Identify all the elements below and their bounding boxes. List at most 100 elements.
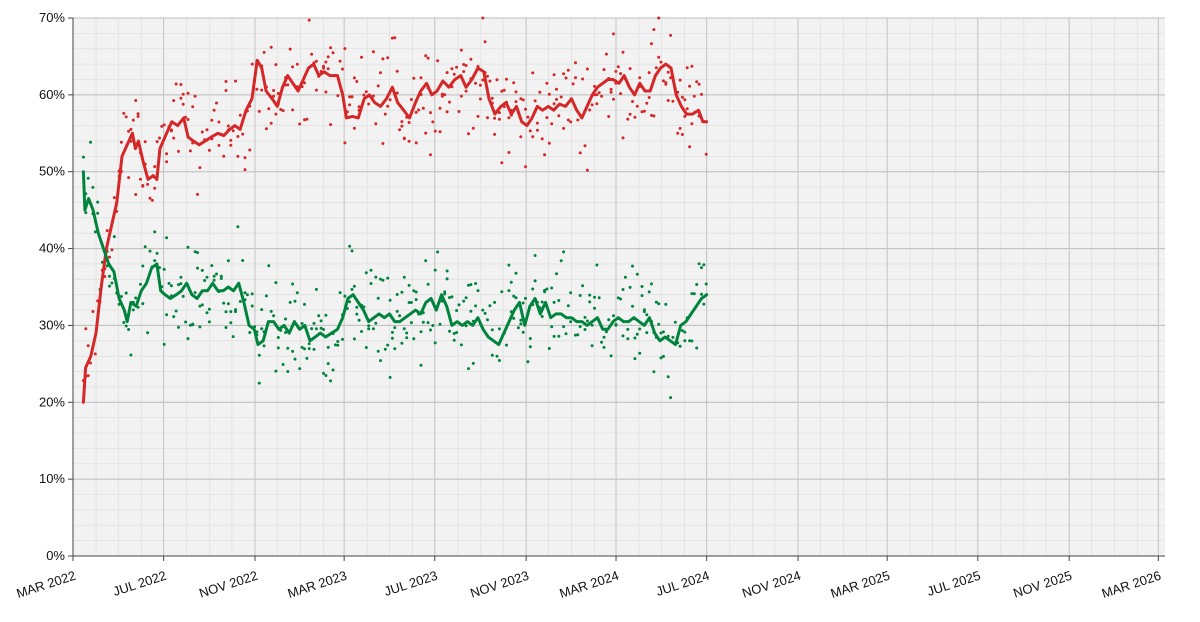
poll-point	[531, 135, 535, 139]
poll-point	[405, 331, 409, 335]
poll-point	[450, 67, 454, 71]
poll-point	[500, 161, 504, 165]
poll-point	[181, 294, 185, 298]
poll-point	[417, 108, 421, 112]
poll-point	[286, 370, 290, 373]
poll-point	[198, 325, 202, 329]
poll-point	[552, 102, 556, 106]
poll-point	[193, 291, 197, 295]
poll-point	[562, 250, 566, 254]
poll-point	[324, 374, 328, 377]
poll-point	[324, 60, 328, 64]
poll-point	[488, 304, 492, 308]
poll-point	[455, 331, 459, 334]
poll-point	[576, 333, 580, 337]
poll-point	[673, 320, 677, 324]
poll-point	[616, 296, 620, 300]
poll-point	[224, 310, 228, 314]
poll-point	[390, 330, 394, 334]
poll-point	[619, 72, 623, 76]
poll-point	[476, 289, 480, 293]
poll-point	[652, 114, 656, 118]
poll-point	[614, 69, 618, 73]
poll-point	[436, 59, 440, 63]
poll-point	[155, 251, 159, 255]
poll-point	[293, 299, 297, 303]
poll-point	[519, 322, 523, 326]
poll-point	[165, 313, 169, 317]
poll-point	[621, 50, 625, 54]
poll-point	[426, 321, 430, 325]
poll-point	[376, 349, 380, 353]
poll-point	[331, 368, 335, 372]
poll-point	[585, 168, 589, 172]
poll-point	[467, 132, 470, 136]
poll-point	[521, 301, 525, 305]
poll-point	[341, 337, 344, 341]
poll-point	[493, 116, 497, 120]
poll-point	[414, 290, 418, 294]
poll-point	[500, 89, 504, 93]
poll-point	[631, 304, 634, 308]
x-tick-label: MAR 2024	[558, 568, 621, 601]
poll-point	[267, 264, 271, 268]
poll-point	[286, 346, 290, 350]
poll-point	[652, 370, 656, 374]
poll-point	[555, 87, 558, 91]
poll-point	[578, 294, 582, 297]
poll-point	[348, 95, 352, 99]
poll-point	[177, 149, 180, 153]
poll-point	[402, 136, 406, 140]
poll-point	[621, 288, 625, 291]
poll-point	[414, 298, 418, 302]
x-tick-label: MAR 2026	[1100, 568, 1163, 601]
poll-point	[371, 94, 375, 98]
poll-point	[642, 310, 646, 314]
poll-point	[369, 268, 373, 272]
poll-point	[224, 326, 228, 329]
poll-point	[388, 98, 392, 102]
poll-point	[419, 76, 423, 80]
poll-point	[474, 81, 478, 85]
poll-point	[566, 304, 570, 308]
y-tick-label: 0%	[46, 548, 65, 563]
poll-point	[336, 340, 340, 343]
poll-point	[250, 304, 254, 308]
poll-point	[96, 200, 100, 204]
poll-point	[626, 327, 630, 331]
poll-point	[516, 326, 520, 330]
poll-point	[210, 118, 214, 122]
poll-point	[379, 359, 382, 363]
poll-point	[588, 300, 592, 304]
poll-point	[153, 165, 157, 169]
poll-point	[502, 88, 506, 92]
poll-point	[657, 302, 661, 306]
poll-point	[562, 325, 566, 329]
poll-point	[647, 71, 651, 75]
poll-point	[409, 98, 413, 101]
y-tick-label: 10%	[39, 471, 65, 486]
poll-point	[647, 290, 651, 294]
poll-point	[303, 118, 306, 122]
poll-point	[557, 114, 561, 118]
poll-point	[393, 36, 397, 40]
poll-point	[367, 327, 371, 331]
poll-point	[376, 296, 380, 300]
poll-point	[562, 72, 566, 76]
poll-point	[110, 281, 114, 285]
poll-point	[593, 84, 596, 88]
poll-point	[307, 342, 311, 346]
poll-point	[357, 318, 361, 322]
poll-point	[602, 345, 606, 349]
poll-point	[512, 316, 516, 320]
poll-point	[547, 141, 551, 145]
poll-point	[604, 330, 608, 334]
poll-point	[234, 79, 237, 83]
poll-point	[386, 343, 390, 347]
poll-point	[564, 332, 568, 336]
poll-point	[552, 334, 556, 338]
poll-point	[310, 327, 314, 331]
poll-point	[566, 118, 570, 122]
poll-point	[179, 275, 183, 279]
